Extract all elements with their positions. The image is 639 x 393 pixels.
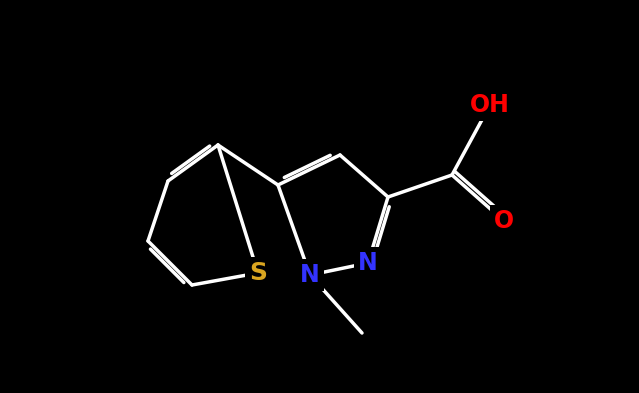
Text: OH: OH	[470, 93, 510, 117]
Text: N: N	[300, 263, 320, 287]
Text: O: O	[494, 209, 514, 233]
Text: S: S	[249, 261, 267, 285]
Text: N: N	[358, 251, 378, 275]
